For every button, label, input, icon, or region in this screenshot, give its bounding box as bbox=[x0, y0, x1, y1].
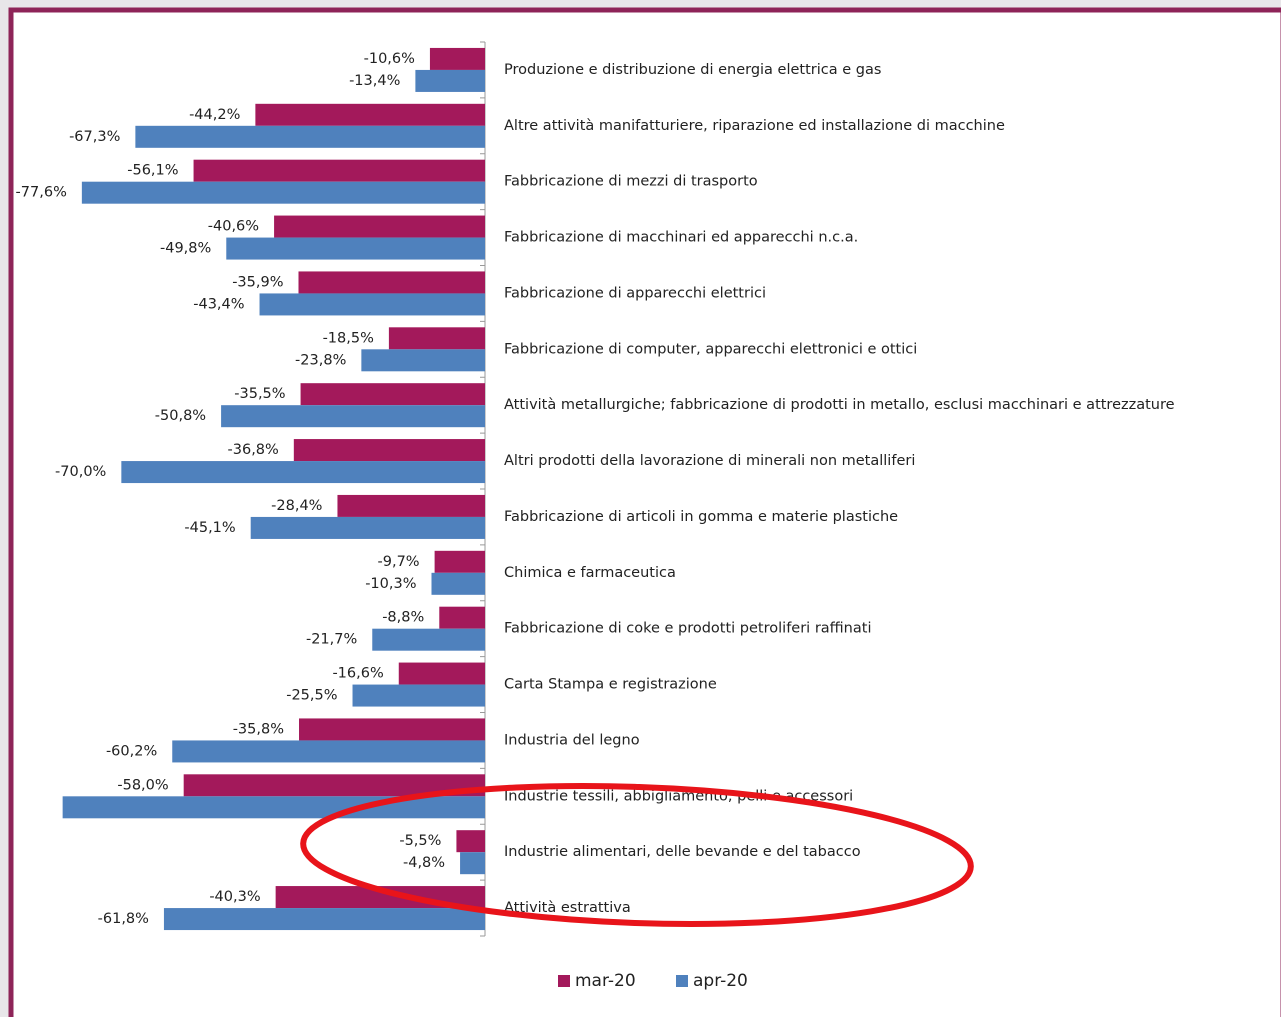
bar bbox=[259, 293, 485, 316]
bar bbox=[388, 327, 485, 350]
value-label: -40,3% bbox=[209, 889, 260, 905]
bar bbox=[439, 606, 485, 629]
category-label: Industrie tessili, abbigliamento, pelli … bbox=[504, 788, 853, 804]
category-label: Fabbricazione di apparecchi elettrici bbox=[504, 285, 766, 301]
category-label: Attività estrattiva bbox=[504, 900, 631, 916]
bar bbox=[456, 830, 485, 853]
value-label: -23,8% bbox=[295, 352, 346, 368]
bar bbox=[431, 572, 485, 595]
value-label: -77,6% bbox=[16, 185, 67, 201]
value-label: -60,2% bbox=[106, 743, 157, 759]
bar bbox=[415, 69, 485, 92]
bar bbox=[361, 349, 485, 372]
value-label: -18,5% bbox=[323, 330, 374, 346]
value-label: -13,4% bbox=[349, 73, 400, 89]
legend-label: mar-20 bbox=[575, 971, 636, 991]
value-label: -10,3% bbox=[365, 576, 416, 592]
category-label: Fabbricazione di macchinari ed apparecch… bbox=[504, 230, 858, 246]
bar bbox=[255, 103, 485, 126]
bar bbox=[429, 47, 485, 70]
category-label: Altri prodotti della lavorazione di mine… bbox=[504, 453, 915, 469]
category-label: Fabbricazione di computer, apparecchi el… bbox=[504, 341, 917, 357]
bar bbox=[293, 439, 485, 462]
legend-swatch bbox=[676, 975, 688, 987]
bar bbox=[221, 405, 485, 428]
bar bbox=[226, 237, 485, 260]
bar bbox=[337, 494, 485, 517]
bar bbox=[193, 159, 486, 182]
bar bbox=[135, 125, 485, 148]
bar bbox=[121, 461, 485, 484]
bar bbox=[372, 628, 485, 651]
bar bbox=[250, 516, 485, 539]
bar bbox=[172, 740, 485, 763]
value-label: -21,7% bbox=[306, 632, 357, 648]
value-label: -58,0% bbox=[117, 777, 168, 793]
value-label: -5,5% bbox=[399, 833, 441, 849]
category-label: Fabbricazione di coke e prodotti petroli… bbox=[504, 621, 871, 637]
category-label: Attività metallurgiche; fabbricazione di… bbox=[504, 397, 1175, 413]
value-label: -8,8% bbox=[382, 610, 424, 626]
bar bbox=[434, 550, 485, 573]
category-label: Fabbricazione di articoli in gomma e mat… bbox=[504, 509, 898, 525]
value-label: -40,6% bbox=[208, 219, 259, 235]
bar bbox=[163, 908, 485, 931]
category-label: Fabbricazione di mezzi di trasporto bbox=[504, 174, 758, 190]
value-label: -9,7% bbox=[378, 554, 420, 570]
value-label: -67,3% bbox=[69, 129, 120, 145]
value-label: -10,6% bbox=[364, 51, 415, 67]
legend-swatch bbox=[558, 975, 570, 987]
category-label: Chimica e farmaceutica bbox=[504, 565, 676, 581]
highlight-ellipse bbox=[300, 783, 974, 927]
legend-label: apr-20 bbox=[693, 971, 748, 991]
category-label: Produzione e distribuzione di energia el… bbox=[504, 62, 881, 78]
value-label: -36,8% bbox=[228, 442, 279, 458]
bar bbox=[274, 215, 485, 238]
value-label: -16,6% bbox=[332, 666, 383, 682]
bar bbox=[300, 383, 485, 406]
category-label: Carta Stampa e registrazione bbox=[504, 677, 717, 693]
value-label: -43,4% bbox=[193, 296, 244, 312]
bar bbox=[81, 181, 486, 204]
category-label: Altre attività manifatturiere, riparazio… bbox=[504, 118, 1005, 134]
value-label: -70,0% bbox=[55, 464, 106, 480]
value-label: -35,8% bbox=[233, 721, 284, 737]
value-label: -35,5% bbox=[234, 386, 285, 402]
value-label: -56,1% bbox=[127, 163, 178, 179]
value-label: -25,5% bbox=[286, 688, 337, 704]
bar bbox=[62, 796, 485, 819]
value-label: -4,8% bbox=[403, 855, 445, 871]
value-label: -28,4% bbox=[271, 498, 322, 514]
bar bbox=[460, 852, 485, 875]
value-label: -49,8% bbox=[160, 241, 211, 257]
plot: Produzione e distribuzione di energia el… bbox=[16, 41, 1175, 991]
value-label: -61,8% bbox=[98, 911, 149, 927]
category-label: Industria del legno bbox=[504, 732, 640, 748]
bar bbox=[398, 662, 485, 685]
value-label: -44,2% bbox=[189, 107, 240, 123]
value-label: -35,9% bbox=[232, 274, 283, 290]
value-label: -45,1% bbox=[184, 520, 235, 536]
bar bbox=[183, 774, 485, 797]
category-label: Industrie alimentari, delle bevande e de… bbox=[504, 844, 861, 860]
bar bbox=[298, 271, 485, 294]
bar bbox=[299, 718, 485, 741]
bar bbox=[352, 684, 485, 707]
value-label: -50,8% bbox=[155, 408, 206, 424]
